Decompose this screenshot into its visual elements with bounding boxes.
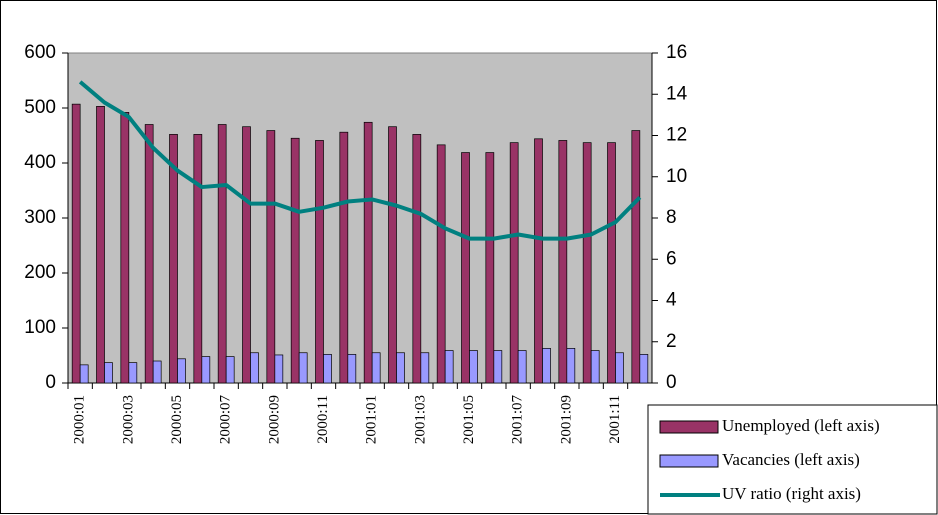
bar <box>152 360 162 384</box>
bar <box>225 356 235 384</box>
x-tick-label: 2000:03 <box>120 395 136 444</box>
bar <box>315 140 324 384</box>
bar <box>339 131 349 384</box>
x-tick-label: 2001:11 <box>607 395 623 444</box>
bar <box>615 352 624 384</box>
bar <box>298 352 308 384</box>
x-tick-label: 2001:05 <box>461 395 477 444</box>
bar <box>363 121 373 384</box>
bar <box>509 142 519 384</box>
y-tick-label: 300 <box>24 207 56 228</box>
y2-tick-label: 0 <box>666 372 677 393</box>
legend-swatch <box>659 454 719 468</box>
bar <box>631 130 641 384</box>
bar <box>534 138 543 384</box>
bar <box>493 350 503 384</box>
x-tick-label: 2000:05 <box>169 395 185 444</box>
bar <box>542 348 551 384</box>
y2-tick-label: 6 <box>666 248 677 269</box>
bar <box>104 362 113 384</box>
legend-swatch <box>659 420 719 434</box>
bar <box>242 126 251 384</box>
bar <box>217 124 227 384</box>
bar <box>250 352 259 384</box>
bar <box>639 354 649 384</box>
bar <box>347 354 357 384</box>
bar <box>266 130 276 384</box>
bar <box>566 348 576 384</box>
bar <box>485 152 495 384</box>
y-tick-label: 0 <box>45 372 56 393</box>
bar <box>436 144 446 384</box>
bar <box>193 134 203 384</box>
bar <box>412 134 422 384</box>
x-tick-label: 2000:11 <box>315 395 331 444</box>
legend-label: Vacancies (left axis) <box>722 450 860 469</box>
bar <box>120 112 130 384</box>
bar <box>444 350 454 384</box>
bar <box>469 350 478 384</box>
y2-tick-label: 12 <box>666 125 687 146</box>
y-tick-label: 600 <box>24 42 56 63</box>
y2-tick-label: 14 <box>666 83 688 104</box>
x-tick-label: 2001:07 <box>510 395 526 445</box>
bar <box>290 137 300 384</box>
bar <box>323 354 332 384</box>
plot-area <box>67 52 653 384</box>
y-tick-label: 100 <box>24 317 56 338</box>
bar <box>144 124 154 384</box>
line <box>78 80 642 241</box>
bar <box>79 364 89 384</box>
bar <box>169 134 178 384</box>
y2-tick-label: 2 <box>666 331 677 352</box>
bar <box>128 362 138 384</box>
bar <box>396 352 405 384</box>
x-tick-label: 2001:01 <box>364 395 380 444</box>
bar <box>517 350 527 384</box>
x-tick-label: 2001:03 <box>412 395 428 444</box>
bar <box>590 350 600 384</box>
y-tick-label: 200 <box>24 262 56 283</box>
bar <box>96 105 105 384</box>
x-tick-label: 2000:09 <box>266 395 282 444</box>
x-tick-label: 2000:01 <box>72 395 88 444</box>
bar <box>582 142 592 384</box>
bar <box>607 142 616 384</box>
y2-tick-label: 10 <box>666 166 687 187</box>
y2-tick-label: 4 <box>666 290 677 311</box>
bar <box>201 356 211 384</box>
y2-tick-label: 8 <box>666 207 677 228</box>
bar <box>71 103 81 384</box>
bar <box>558 140 568 384</box>
bar <box>371 352 381 384</box>
bar <box>420 352 430 384</box>
bar <box>461 152 470 384</box>
bar <box>388 126 397 384</box>
bar <box>274 354 284 384</box>
legend-label: UV ratio (right axis) <box>722 484 861 503</box>
y2-tick-label: 16 <box>666 42 687 63</box>
bar <box>177 358 186 384</box>
y-tick-label: 500 <box>24 97 56 118</box>
x-tick-label: 2000:07 <box>218 395 234 445</box>
legend-label: Unemployed (left axis) <box>722 416 880 435</box>
x-tick-label: 2001:09 <box>558 395 574 444</box>
y-tick-label: 400 <box>24 152 56 173</box>
